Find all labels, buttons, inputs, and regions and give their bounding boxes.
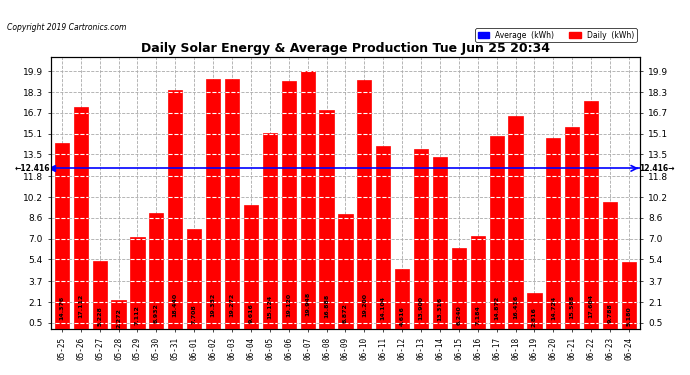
Bar [225, 80, 239, 329]
Text: 5.228: 5.228 [97, 306, 102, 326]
Bar [527, 293, 542, 329]
Text: 8.932: 8.932 [154, 304, 159, 324]
Bar [414, 149, 428, 329]
Text: 19.120: 19.120 [286, 293, 291, 317]
Text: 5.180: 5.180 [627, 306, 631, 326]
Bar [546, 138, 560, 329]
Bar [338, 214, 353, 329]
Bar [376, 147, 391, 329]
Bar [565, 127, 580, 329]
Legend: Average  (kWh), Daily  (kWh): Average (kWh), Daily (kWh) [475, 28, 637, 42]
Text: 13.900: 13.900 [419, 296, 424, 320]
Bar [206, 79, 220, 329]
Bar [244, 205, 258, 329]
Title: Daily Solar Energy & Average Production Tue Jun 25 20:34: Daily Solar Energy & Average Production … [141, 42, 550, 54]
Text: 9.616: 9.616 [248, 303, 253, 323]
Bar [471, 236, 485, 329]
Bar [112, 300, 126, 329]
Bar [282, 81, 296, 329]
Text: 2.816: 2.816 [532, 308, 537, 327]
Text: 14.724: 14.724 [551, 296, 556, 320]
Text: 17.112: 17.112 [78, 294, 83, 318]
Bar [263, 133, 277, 329]
Text: ←12.416: ←12.416 [15, 164, 50, 173]
Bar [319, 110, 333, 329]
Bar [187, 230, 201, 329]
Text: 16.888: 16.888 [324, 294, 329, 318]
Text: 12.416→: 12.416→ [640, 164, 675, 173]
Text: 14.376: 14.376 [59, 296, 64, 320]
Text: Copyright 2019 Cartronics.com: Copyright 2019 Cartronics.com [7, 23, 126, 32]
Text: 19.272: 19.272 [230, 292, 235, 317]
Text: 18.440: 18.440 [172, 293, 178, 317]
Bar [301, 71, 315, 329]
Bar [168, 90, 182, 329]
Text: 7.112: 7.112 [135, 305, 140, 325]
Bar [622, 262, 636, 329]
Bar [584, 101, 598, 329]
Text: 19.200: 19.200 [362, 293, 367, 317]
Text: 7.708: 7.708 [192, 304, 197, 324]
Bar [92, 261, 107, 329]
Bar [357, 80, 371, 329]
Bar [395, 269, 409, 329]
Bar [433, 157, 447, 329]
Bar [149, 213, 164, 329]
Text: 15.124: 15.124 [267, 295, 273, 320]
Bar [130, 237, 145, 329]
Text: 9.788: 9.788 [608, 303, 613, 323]
Text: 19.948: 19.948 [305, 292, 310, 316]
Bar [509, 117, 522, 329]
Text: 19.332: 19.332 [210, 292, 215, 317]
Bar [490, 136, 504, 329]
Text: 6.240: 6.240 [456, 306, 462, 325]
Bar [74, 108, 88, 329]
Text: 14.872: 14.872 [494, 296, 499, 320]
Text: 2.272: 2.272 [116, 308, 121, 328]
Text: 17.604: 17.604 [589, 294, 593, 318]
Text: 7.184: 7.184 [475, 305, 480, 325]
Text: 13.316: 13.316 [437, 296, 442, 321]
Bar [55, 143, 69, 329]
Bar [452, 248, 466, 329]
Text: 16.416: 16.416 [513, 294, 518, 319]
Text: 15.588: 15.588 [570, 295, 575, 319]
Bar [603, 202, 617, 329]
Text: 8.872: 8.872 [343, 304, 348, 324]
Text: 14.104: 14.104 [381, 296, 386, 320]
Text: 4.616: 4.616 [400, 306, 404, 326]
